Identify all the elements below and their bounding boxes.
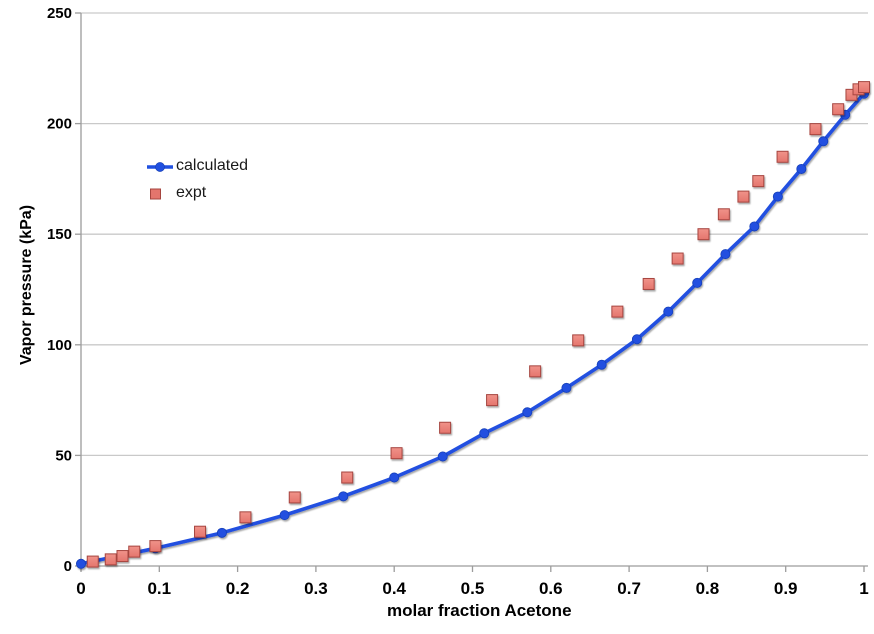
- expt-point: [439, 421, 452, 434]
- expt-point: [809, 123, 822, 136]
- calculated-point: [216, 527, 227, 538]
- y-tick-label: 0: [64, 558, 72, 575]
- calculated-point: [772, 191, 783, 202]
- calculated-line-marker-icon: [146, 160, 176, 172]
- expt-point: [128, 545, 141, 558]
- expt-point: [611, 305, 624, 318]
- expt-point: [149, 540, 162, 553]
- calculated-point: [437, 451, 448, 462]
- expt-point: [697, 228, 710, 241]
- calculated-point: [631, 334, 642, 345]
- expt-point: [858, 81, 870, 94]
- expt-point: [390, 447, 403, 460]
- calculated-point: [561, 382, 572, 393]
- legend-label-calculated: calculated: [176, 157, 249, 174]
- expt-point: [288, 491, 301, 504]
- legend-item-expt: expt: [146, 184, 248, 202]
- x-tick-label: 0.1: [147, 579, 171, 598]
- expt-point: [642, 277, 655, 290]
- expt-point: [486, 394, 499, 407]
- x-tick-label: 0.3: [304, 579, 328, 598]
- calculated-point: [338, 491, 349, 502]
- legend-label-expt: expt: [176, 184, 207, 201]
- calculated-point: [479, 428, 490, 439]
- x-tick-label: 0.2: [226, 579, 250, 598]
- calculated-point: [76, 558, 87, 569]
- expt-point: [832, 103, 845, 116]
- x-tick-label: 0.4: [382, 579, 406, 598]
- expt-point: [239, 511, 252, 524]
- x-tick-label: 1: [859, 579, 868, 598]
- expt-point: [104, 553, 117, 566]
- calculated-point: [389, 472, 400, 483]
- expt-point: [86, 555, 99, 568]
- expt-point: [671, 252, 684, 265]
- expt-point: [776, 150, 789, 163]
- expt-square-marker-icon: [146, 187, 176, 200]
- legend: calculated expt: [146, 157, 248, 202]
- x-tick-label: 0.8: [696, 579, 720, 598]
- calculated-point: [720, 249, 731, 260]
- calculated-point: [818, 136, 829, 147]
- expt-point: [572, 334, 585, 347]
- x-tick-label: 0.6: [539, 579, 563, 598]
- x-axis-title: molar fraction Acetone: [387, 601, 572, 620]
- x-tick-label: 0.7: [617, 579, 641, 598]
- y-tick-label: 100: [47, 337, 72, 354]
- calculated-point: [522, 407, 533, 418]
- expt-series: [86, 81, 870, 568]
- expt-point: [529, 365, 542, 378]
- calculated-point: [279, 510, 290, 521]
- expt-point: [717, 208, 730, 221]
- expt-point: [341, 471, 354, 484]
- legend-item-calculated: calculated: [146, 157, 248, 175]
- y-tick-label: 50: [55, 447, 72, 464]
- expt-point: [116, 550, 129, 563]
- calculated-point: [796, 163, 807, 174]
- x-tick-label: 0: [76, 579, 85, 598]
- y-tick-label: 200: [47, 116, 72, 133]
- y-tick-label: 150: [47, 226, 72, 243]
- expt-point: [737, 190, 750, 203]
- calculated-point: [692, 277, 703, 288]
- calculated-series: [76, 88, 870, 569]
- calculated-point: [663, 306, 674, 317]
- y-tick-label: 250: [47, 5, 72, 22]
- calculated-point: [596, 359, 607, 370]
- calculated-point: [749, 221, 760, 232]
- expt-point: [752, 175, 765, 188]
- expt-point: [194, 525, 207, 538]
- y-axis-title: Vapor pressure (kPa): [18, 204, 35, 366]
- x-tick-label: 0.9: [774, 579, 798, 598]
- x-tick-label: 0.5: [461, 579, 485, 598]
